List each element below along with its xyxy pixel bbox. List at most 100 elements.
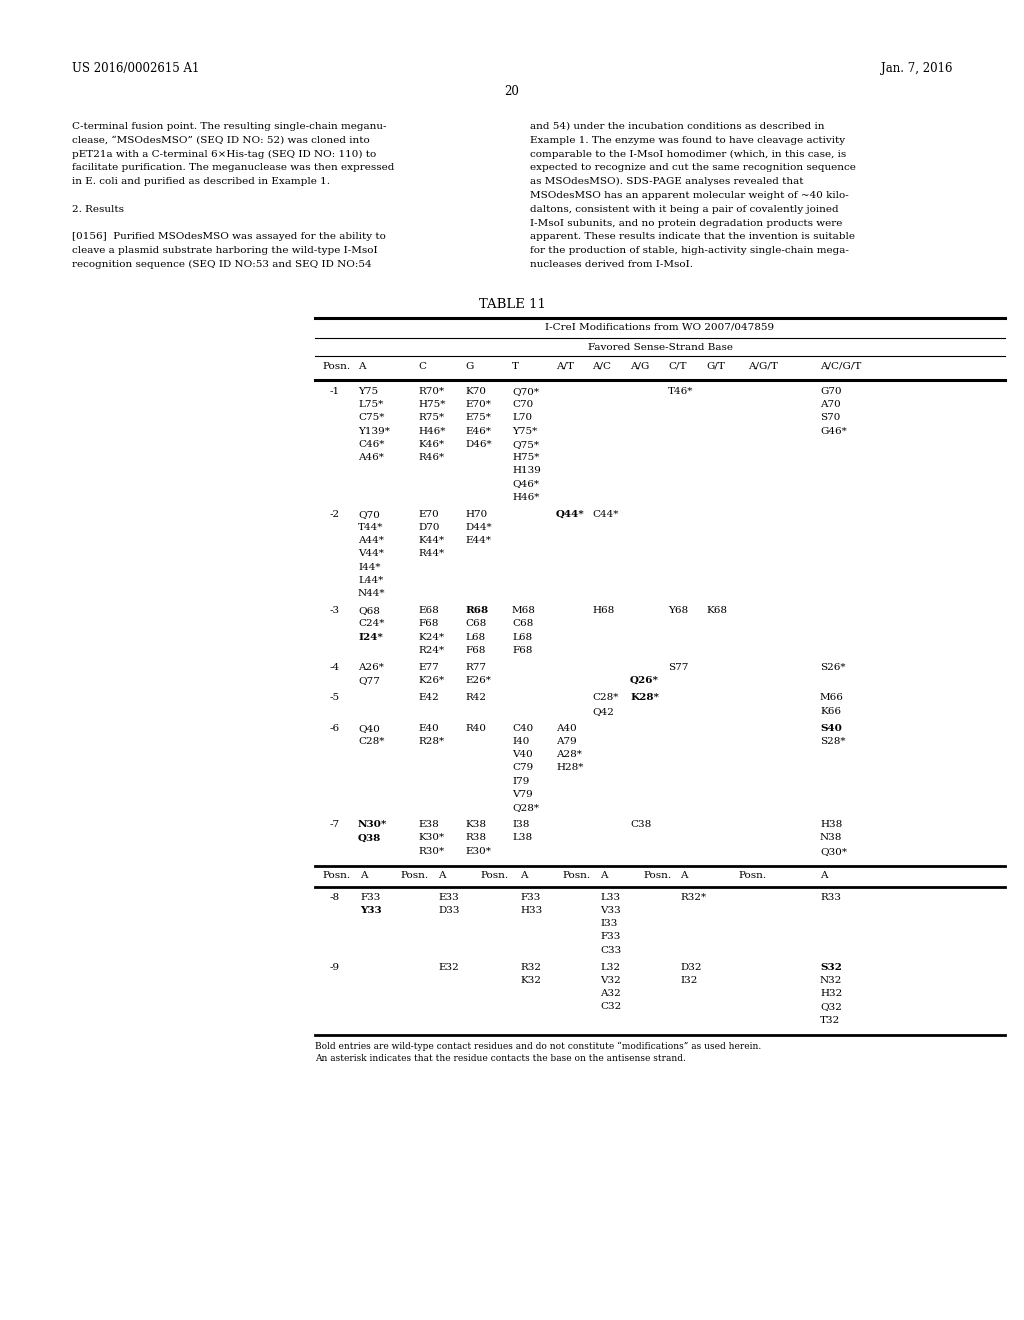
Text: -9: -9 <box>330 962 340 972</box>
Text: A/G: A/G <box>630 362 649 371</box>
Text: C46*: C46* <box>358 440 384 449</box>
Text: A79: A79 <box>556 737 577 746</box>
Text: 20: 20 <box>505 84 519 98</box>
Text: Posn.: Posn. <box>738 871 766 880</box>
Text: -2: -2 <box>330 510 340 519</box>
Text: Favored Sense-Strand Base: Favored Sense-Strand Base <box>588 343 732 352</box>
Text: A44*: A44* <box>358 536 384 545</box>
Text: F33: F33 <box>360 892 380 902</box>
Text: I33: I33 <box>600 919 617 928</box>
Text: apparent. These results indicate that the invention is suitable: apparent. These results indicate that th… <box>530 232 855 242</box>
Text: S40: S40 <box>820 723 842 733</box>
Text: T: T <box>512 362 519 371</box>
Text: E77: E77 <box>418 663 438 672</box>
Text: A: A <box>600 871 607 880</box>
Text: -1: -1 <box>330 387 340 396</box>
Text: L38: L38 <box>512 833 532 842</box>
Text: M68: M68 <box>512 606 536 615</box>
Text: Q70*: Q70* <box>512 387 539 396</box>
Text: I24*: I24* <box>358 632 383 642</box>
Text: L68: L68 <box>512 632 532 642</box>
Text: V33: V33 <box>600 906 621 915</box>
Text: T32: T32 <box>820 1015 841 1024</box>
Text: A: A <box>820 871 827 880</box>
Text: F68: F68 <box>465 645 485 655</box>
Text: TABLE 11: TABLE 11 <box>478 298 546 312</box>
Text: I44*: I44* <box>358 562 381 572</box>
Text: -5: -5 <box>330 693 340 702</box>
Text: Q26*: Q26* <box>630 676 659 685</box>
Text: R42: R42 <box>465 693 486 702</box>
Text: S32: S32 <box>820 962 842 972</box>
Text: cleave a plasmid substrate harboring the wild-type I-MsoI: cleave a plasmid substrate harboring the… <box>72 247 378 255</box>
Text: daltons, consistent with it being a pair of covalently joined: daltons, consistent with it being a pair… <box>530 205 839 214</box>
Text: A46*: A46* <box>358 453 384 462</box>
Text: Y139*: Y139* <box>358 426 390 436</box>
Text: S77: S77 <box>668 663 688 672</box>
Text: C32: C32 <box>600 1002 622 1011</box>
Text: C68: C68 <box>512 619 534 628</box>
Text: K26*: K26* <box>418 676 444 685</box>
Text: Q40: Q40 <box>358 723 380 733</box>
Text: E30*: E30* <box>465 846 490 855</box>
Text: 2. Results: 2. Results <box>72 205 124 214</box>
Text: R28*: R28* <box>418 737 444 746</box>
Text: MSOdesMSO has an apparent molecular weight of ~40 kilo-: MSOdesMSO has an apparent molecular weig… <box>530 191 849 201</box>
Text: A: A <box>520 871 527 880</box>
Text: -6: -6 <box>330 723 340 733</box>
Text: comparable to the I-MsoI homodimer (which, in this case, is: comparable to the I-MsoI homodimer (whic… <box>530 149 846 158</box>
Text: K30*: K30* <box>418 833 444 842</box>
Text: A70: A70 <box>820 400 841 409</box>
Text: and 54) under the incubation conditions as described in: and 54) under the incubation conditions … <box>530 121 824 131</box>
Text: F33: F33 <box>520 892 541 902</box>
Text: L68: L68 <box>465 632 485 642</box>
Text: G/T: G/T <box>706 362 725 371</box>
Text: Bold entries are wild-type contact residues and do not constitute “modifications: Bold entries are wild-type contact resid… <box>315 1041 761 1051</box>
Text: E75*: E75* <box>465 413 490 422</box>
Text: C-terminal fusion point. The resulting single-chain meganu-: C-terminal fusion point. The resulting s… <box>72 121 386 131</box>
Text: S70: S70 <box>820 413 841 422</box>
Text: Q32: Q32 <box>820 1002 842 1011</box>
Text: C44*: C44* <box>592 510 618 519</box>
Text: I32: I32 <box>680 975 697 985</box>
Text: C/T: C/T <box>668 362 686 371</box>
Text: C28*: C28* <box>592 693 618 702</box>
Text: G: G <box>465 362 473 371</box>
Text: -8: -8 <box>330 892 340 902</box>
Text: V79: V79 <box>512 789 532 799</box>
Text: K46*: K46* <box>418 440 444 449</box>
Text: R33: R33 <box>820 892 841 902</box>
Text: S28*: S28* <box>820 737 846 746</box>
Text: N38: N38 <box>820 833 843 842</box>
Text: D70: D70 <box>418 523 439 532</box>
Text: A28*: A28* <box>556 750 582 759</box>
Text: R68: R68 <box>465 606 488 615</box>
Text: C68: C68 <box>465 619 486 628</box>
Text: K28*: K28* <box>630 693 659 702</box>
Text: I-MsoI subunits, and no protein degradation products were: I-MsoI subunits, and no protein degradat… <box>530 219 843 227</box>
Text: Q28*: Q28* <box>512 803 539 812</box>
Text: R38: R38 <box>465 833 486 842</box>
Text: K66: K66 <box>820 706 841 715</box>
Text: Q75*: Q75* <box>512 440 539 449</box>
Text: L33: L33 <box>600 892 621 902</box>
Text: facilitate purification. The meganuclease was then expressed: facilitate purification. The meganucleas… <box>72 164 394 173</box>
Text: F33: F33 <box>600 932 621 941</box>
Text: N30*: N30* <box>358 820 387 829</box>
Text: H75*: H75* <box>512 453 540 462</box>
Text: clease, “MSOdesMSO” (SEQ ID NO: 52) was cloned into: clease, “MSOdesMSO” (SEQ ID NO: 52) was … <box>72 136 370 145</box>
Text: E46*: E46* <box>465 426 490 436</box>
Text: Q46*: Q46* <box>512 479 539 488</box>
Text: K68: K68 <box>706 606 727 615</box>
Text: D32: D32 <box>680 962 701 972</box>
Text: nucleases derived from I-MsoI.: nucleases derived from I-MsoI. <box>530 260 693 269</box>
Text: C: C <box>418 362 426 371</box>
Text: L75*: L75* <box>358 400 383 409</box>
Text: V44*: V44* <box>358 549 384 558</box>
Text: [0156]  Purified MSOdesMSO was assayed for the ability to: [0156] Purified MSOdesMSO was assayed fo… <box>72 232 386 242</box>
Text: A: A <box>680 871 687 880</box>
Text: G46*: G46* <box>820 426 847 436</box>
Text: Example 1. The enzyme was found to have cleavage activity: Example 1. The enzyme was found to have … <box>530 136 845 145</box>
Text: G70: G70 <box>820 387 842 396</box>
Text: E38: E38 <box>418 820 438 829</box>
